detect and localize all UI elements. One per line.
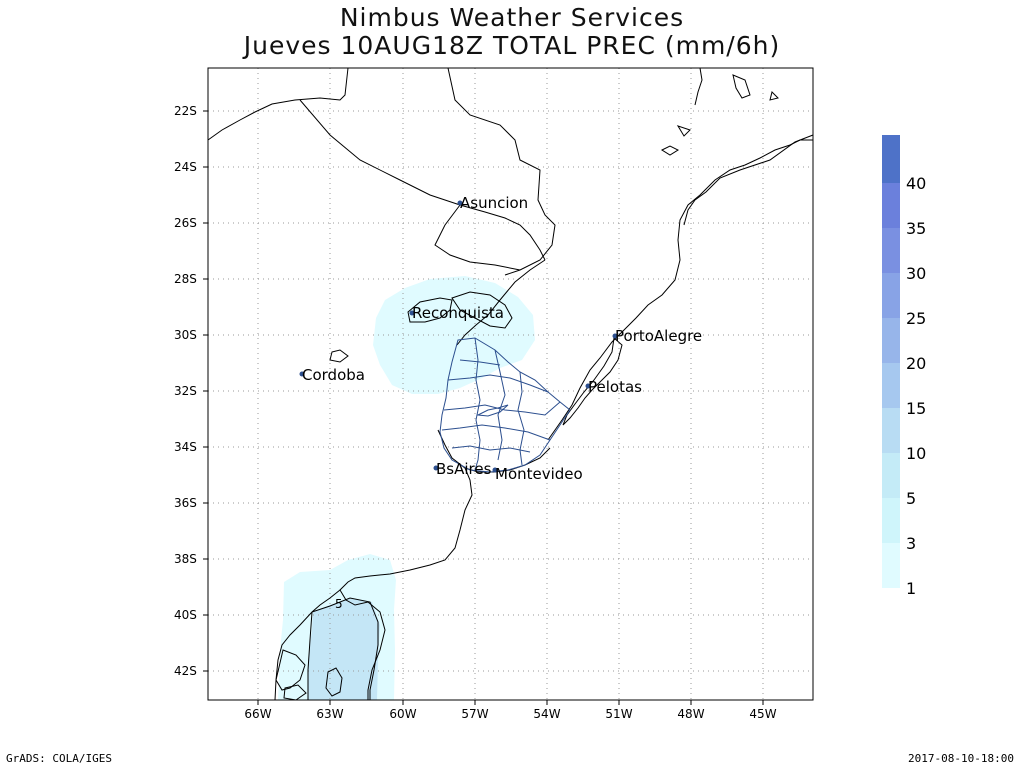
border-paraguay-north bbox=[447, 67, 556, 276]
lagoa-dos-patos bbox=[562, 337, 623, 426]
lon-label: 66W bbox=[244, 707, 271, 721]
map-subtitle: Jueves 10AUG18Z TOTAL PREC (mm/6h) bbox=[243, 31, 781, 60]
coastlines-borders bbox=[207, 67, 814, 701]
colorbar-segment bbox=[882, 543, 900, 588]
colorbar-segment bbox=[882, 498, 900, 543]
lat-label: 30S bbox=[174, 328, 197, 342]
lon-label: 51W bbox=[605, 707, 632, 721]
peninsula-south bbox=[283, 684, 307, 701]
lat-label: 36S bbox=[174, 496, 197, 510]
colorbar-label: 3 bbox=[906, 534, 916, 553]
uruguay-internal-5 bbox=[494, 349, 506, 461]
contour-south-5mm bbox=[307, 597, 379, 700]
uruguay-internal-1 bbox=[447, 374, 549, 393]
city-dot-reconquista bbox=[409, 310, 415, 316]
lon-label: 60W bbox=[389, 707, 416, 721]
contour-south-small bbox=[325, 667, 343, 697]
uruguay-internal-6 bbox=[517, 371, 525, 466]
rio-negro-lake bbox=[476, 404, 509, 417]
coast-argentina bbox=[339, 467, 473, 700]
lat-label: 34S bbox=[174, 440, 197, 454]
colorbar-label: 10 bbox=[906, 444, 926, 463]
uruguay-internal-3 bbox=[441, 424, 551, 441]
colorbar-label: 40 bbox=[906, 174, 926, 193]
colorbar-segment bbox=[882, 318, 900, 363]
city-label-reconquista: Reconquista bbox=[412, 304, 504, 322]
colorbar-segment bbox=[882, 183, 900, 228]
precip-contours bbox=[307, 291, 513, 700]
lon-label: 54W bbox=[533, 707, 560, 721]
lat-label: 32S bbox=[174, 384, 197, 398]
city-label-pelotas: Pelotas bbox=[588, 378, 642, 396]
contour-label: 5 bbox=[335, 597, 343, 611]
city-label-asuncion: Asuncion bbox=[460, 194, 528, 212]
coast-argentina-south bbox=[274, 589, 341, 701]
colorbar-segment bbox=[882, 408, 900, 453]
city-dot-asuncion bbox=[457, 200, 463, 206]
contour-reconquista-2 bbox=[451, 291, 513, 329]
colorbar-label: 15 bbox=[906, 399, 926, 418]
city-label-portoalegre: PortoAlegre bbox=[615, 327, 702, 345]
colorbar-segment bbox=[882, 273, 900, 318]
colorbar-segment bbox=[882, 135, 900, 183]
uruguay-internal-7 bbox=[451, 359, 531, 453]
city-dot-montevideo bbox=[492, 467, 498, 473]
coast-brazil-south-2 bbox=[683, 134, 814, 226]
colorbar-label: 5 bbox=[906, 489, 916, 508]
uruguay-outline bbox=[439, 337, 571, 473]
lon-label: 48W bbox=[677, 707, 704, 721]
coast-brazil-north bbox=[694, 67, 703, 106]
islands-brazil bbox=[660, 74, 779, 156]
city-dot-portoalegre bbox=[612, 333, 618, 339]
map-title: Nimbus Weather Services bbox=[339, 3, 685, 32]
city-dot-bsaires bbox=[433, 465, 439, 471]
city-label-cordoba: Cordoba bbox=[302, 366, 365, 384]
footer-credit: GrADS: COLA/IGES bbox=[6, 752, 112, 765]
lat-label: 42S bbox=[174, 664, 197, 678]
lat-label: 22S bbox=[174, 104, 197, 118]
colorbar-label: 30 bbox=[906, 264, 926, 283]
border-paraguay bbox=[299, 99, 546, 261]
precip-area-south-5mm bbox=[308, 598, 380, 700]
lon-label: 57W bbox=[461, 707, 488, 721]
colorbar-segment bbox=[882, 363, 900, 408]
city-dot-cordoba bbox=[299, 371, 305, 377]
falkland-north bbox=[329, 349, 349, 363]
coast-brazil-south bbox=[547, 139, 813, 441]
lat-label: 38S bbox=[174, 552, 197, 566]
city-markers: Asuncion Reconquista PortoAlegre Cordoba… bbox=[299, 194, 702, 483]
lat-label: 24S bbox=[174, 160, 197, 174]
colorbar-label: 35 bbox=[906, 219, 926, 238]
uruguay-internal-2 bbox=[443, 401, 561, 416]
lon-axis bbox=[257, 700, 764, 705]
colorbar-segment bbox=[882, 453, 900, 498]
city-label-montevideo: Montevideo bbox=[495, 465, 583, 483]
lon-tick-labels: 66W 63W 60W 57W 54W 51W 48W 45W bbox=[244, 707, 776, 721]
colorbar-label: 25 bbox=[906, 309, 926, 328]
border-bolivia bbox=[207, 67, 349, 141]
lat-label: 40S bbox=[174, 608, 197, 622]
lat-tick-labels: 22S 24S 26S 28S 30S 32S 34S 36S 38S 40S … bbox=[174, 104, 197, 678]
border-argentina-brazil bbox=[456, 259, 546, 346]
contour-reconquista-1 bbox=[407, 297, 453, 323]
uruguay-internal-4 bbox=[474, 337, 481, 471]
lat-label: 28S bbox=[174, 272, 197, 286]
lon-label: 63W bbox=[316, 707, 343, 721]
colorbar-segment bbox=[882, 228, 900, 273]
state-boundaries bbox=[439, 337, 571, 473]
footer-timestamp: 2017-08-10-18:00 bbox=[908, 752, 1014, 765]
lat-label: 26S bbox=[174, 216, 197, 230]
city-label-bsaires: BsAires bbox=[436, 460, 492, 478]
precip-shading bbox=[278, 276, 535, 700]
border-paraguay-river bbox=[434, 204, 521, 271]
city-dot-pelotas bbox=[585, 383, 591, 389]
lat-axis bbox=[203, 110, 208, 672]
colorbar-label: 20 bbox=[906, 354, 926, 373]
colorbar-label: 1 bbox=[906, 579, 916, 598]
peninsula-valdes bbox=[275, 649, 306, 691]
map-frame bbox=[207, 67, 814, 701]
lon-label: 45W bbox=[749, 707, 776, 721]
